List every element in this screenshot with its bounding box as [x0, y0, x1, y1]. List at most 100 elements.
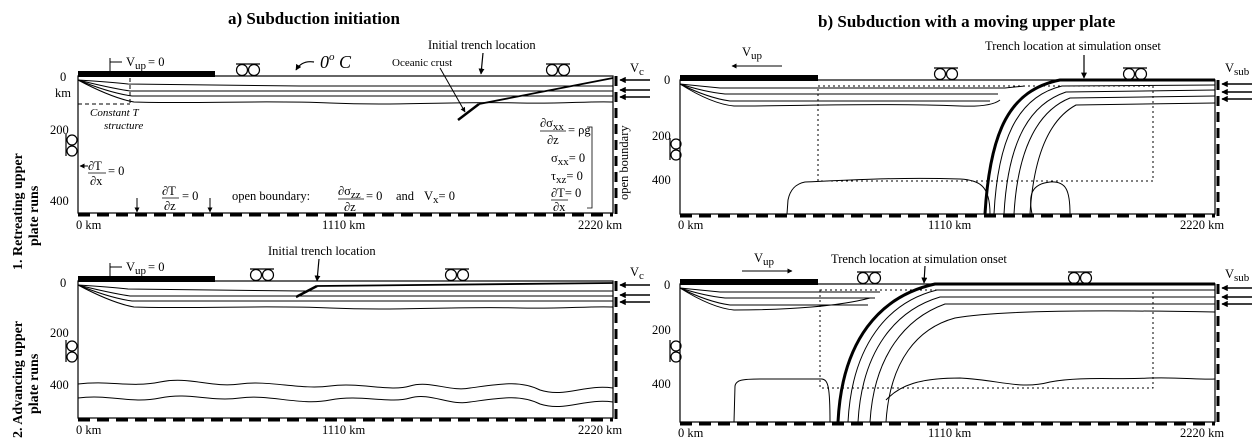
- axis-xend: 2220 km: [1180, 218, 1224, 232]
- svg-text:= 0: = 0: [366, 189, 382, 203]
- isotherm: [77, 284, 614, 310]
- svg-text:∂z: ∂z: [547, 133, 559, 147]
- initial-trench-label: Initial trench location: [428, 38, 536, 52]
- isotherm: [77, 284, 613, 292]
- row-label-2: 2. Advancing upper plate runs: [11, 321, 42, 438]
- isotherm: [679, 287, 871, 311]
- oceanic-crust-arrow: [439, 67, 466, 113]
- axis-y200: 200: [50, 326, 69, 340]
- svg-text:Vx= 0: Vx= 0: [424, 189, 455, 206]
- axis-x0: 0 km: [678, 218, 704, 232]
- svg-text:= 0: = 0: [182, 189, 198, 203]
- vup-label: Vup: [754, 251, 775, 268]
- left-bc-group: ∂T ∂x = 0: [79, 159, 124, 188]
- isotherm: [77, 79, 614, 105]
- roller-icon: [933, 67, 959, 81]
- upper-plate-bar: [680, 75, 818, 81]
- oceanic-crust-line: [316, 282, 614, 287]
- upper-plate-bar: [78, 276, 215, 282]
- bottom-bc-group: ∂T ∂z = 0 open boundary: ∂σzz ∂z = 0 and…: [134, 184, 455, 214]
- axis-y400: 400: [50, 194, 69, 208]
- svg-text:∂z: ∂z: [164, 199, 176, 213]
- roller-icon: [249, 268, 275, 282]
- slab-isotherm: [885, 310, 1216, 423]
- open-boundary-label: open boundary: [617, 125, 631, 200]
- axis-x0: 0 km: [76, 218, 102, 232]
- oceanic-crust-label: Oceanic crust: [392, 57, 452, 69]
- axis-xend: 2220 km: [1180, 426, 1224, 440]
- roller-icon: [1122, 67, 1148, 81]
- svg-text:= ρg: = ρg: [568, 123, 591, 137]
- title-a: a) Subduction initiation: [228, 9, 400, 28]
- oceanic-crust-line: [295, 284, 318, 299]
- slab-isotherm: [1013, 95, 1216, 215]
- isotherm: [679, 287, 868, 306]
- inner-region: [817, 85, 1154, 182]
- isotherm: [679, 83, 1001, 107]
- title-b: b) Subduction with a moving upper plate: [818, 12, 1116, 31]
- panel-a2: 0 200 400 0 km 1110 km 2220 km Vup = 0 In…: [50, 244, 650, 437]
- roller-icon-vertical: [669, 340, 682, 363]
- isotherm: [77, 79, 613, 97]
- deep-isotherm: [77, 395, 614, 408]
- slab-isotherm: [993, 84, 1216, 215]
- model-box: [77, 280, 614, 419]
- axis-km: km: [55, 86, 71, 100]
- constant-t-label-2: structure: [104, 120, 143, 132]
- open-boundary-colon: open boundary:: [232, 189, 310, 203]
- svg-text:σxx= 0: σxx= 0: [551, 151, 585, 168]
- row-label-2-line1: 2. Advancing upper: [11, 321, 26, 438]
- axis-x0: 0 km: [678, 426, 704, 440]
- roller-icon: [1067, 271, 1093, 285]
- axis-y400: 400: [652, 377, 671, 391]
- isotherm: [679, 287, 880, 293]
- svg-text:∂x: ∂x: [553, 200, 566, 214]
- trench-onset-label: Trench location at simulation onset: [831, 252, 1007, 266]
- axis-xmid: 1110 km: [322, 423, 365, 437]
- svg-text:= 0: = 0: [108, 164, 124, 178]
- isotherm: [679, 83, 990, 102]
- axis-y400: 400: [652, 173, 671, 187]
- svg-text:∂σxx: ∂σxx: [540, 116, 564, 133]
- constant-t-label: Constant T: [90, 107, 139, 119]
- vsub-label: Vsub: [1225, 61, 1250, 78]
- svg-text:∂x: ∂x: [90, 174, 103, 188]
- axis-y0: 0: [60, 70, 66, 84]
- roller-icon: [444, 268, 470, 282]
- roller-icon: [235, 63, 261, 77]
- isotherm: [679, 83, 1026, 89]
- axis-xend: 2220 km: [578, 423, 622, 437]
- upper-plate-bar: [78, 71, 215, 77]
- isotherm: [77, 284, 613, 297]
- isotherm: [77, 79, 613, 92]
- axis-y0: 0: [60, 276, 66, 290]
- isotherm: [679, 287, 875, 299]
- panel-b1: 0 200 400 0 km 1110 km 2220 km Vup Trenc…: [652, 39, 1252, 232]
- axis-y200: 200: [50, 123, 69, 137]
- svg-text:∂T: ∂T: [162, 184, 176, 198]
- isotherm: [679, 83, 998, 95]
- inner-region: [819, 289, 1154, 389]
- right-bc-group: ∂σxx ∂z = ρg σxx= 0 τxz= 0 ∂T= 0 ∂x: [540, 116, 593, 214]
- initial-trench-arrow: [478, 52, 485, 75]
- panel-b2: 0 200 400 0 km 1110 km 2220 km Vup Trenc…: [652, 251, 1252, 440]
- deep-isotherm: [77, 379, 614, 394]
- svg-text:∂σzz: ∂σzz: [338, 184, 361, 201]
- vup-label: Vup: [742, 45, 763, 62]
- axis-y400: 400: [50, 378, 69, 392]
- axis-y200: 200: [652, 129, 671, 143]
- axis-y200: 200: [652, 323, 671, 337]
- svg-text:τxz= 0: τxz= 0: [551, 169, 583, 186]
- slab-surface: [983, 78, 1215, 215]
- isotherm: [77, 284, 613, 302]
- oceanic-crust-line: [478, 77, 614, 105]
- row-label-1-line1: 1. Retreating upper: [11, 153, 26, 270]
- slab-isotherm: [869, 303, 1215, 423]
- trench-onset-label: Trench location at simulation onset: [985, 39, 1161, 53]
- svg-text:∂z: ∂z: [344, 200, 356, 214]
- surface-temp-arrow: [295, 61, 315, 71]
- deep-isotherm: [786, 177, 991, 215]
- svg-text:∂T: ∂T: [88, 159, 102, 173]
- panel-a1: 0 km 200 400 0 km 1110 km 2220 km Vup = 0: [50, 38, 650, 408]
